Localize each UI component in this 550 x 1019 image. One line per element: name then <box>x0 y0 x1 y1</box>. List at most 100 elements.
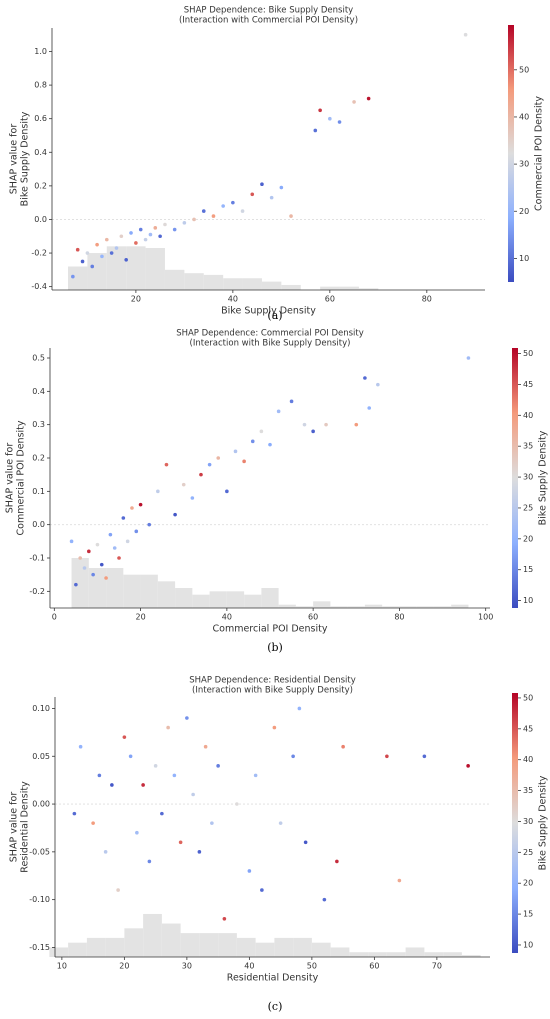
chart-title: (Interaction with Bike Supply Density) <box>190 339 351 349</box>
x-tick-label: 0 <box>52 613 57 622</box>
colorbar-label: Commercial POI Density <box>534 96 545 211</box>
point <box>110 783 114 787</box>
histogram-bar <box>86 937 106 957</box>
y-axis-label: SHAP value for <box>9 792 20 863</box>
colorbar-tick-label: 15 <box>523 565 533 574</box>
y-tick-label: 0.3 <box>32 420 45 429</box>
point <box>322 897 327 902</box>
histogram-bar <box>358 288 379 290</box>
point <box>191 792 195 797</box>
x-tick-label: 100 <box>478 613 493 622</box>
point <box>260 182 264 186</box>
x-tick-label: 40 <box>228 295 238 304</box>
colorbar-tick-label: 10 <box>519 254 529 263</box>
colorbar-tick-label: 45 <box>523 380 533 389</box>
point <box>160 811 164 816</box>
y-tick-label: 0.6 <box>34 114 47 123</box>
x-tick-label: 20 <box>131 295 141 304</box>
point <box>233 449 238 454</box>
point <box>158 234 162 239</box>
point <box>153 764 158 768</box>
histogram-bar <box>209 591 227 608</box>
x-tick-label: 40 <box>222 613 232 622</box>
point <box>72 811 77 816</box>
point <box>260 888 264 892</box>
point <box>240 209 245 213</box>
histogram-bar <box>311 942 331 957</box>
histogram-bar <box>281 284 301 290</box>
histogram-bar <box>143 913 162 957</box>
y-tick-label: -0.1 <box>29 554 45 563</box>
point <box>153 226 158 230</box>
x-tick-label: 20 <box>135 613 145 622</box>
point <box>211 214 216 218</box>
point <box>337 120 342 124</box>
histogram-bar <box>278 604 296 608</box>
point <box>192 217 196 222</box>
y-tick-label: 0.8 <box>34 81 47 90</box>
point <box>302 422 307 427</box>
point <box>130 506 134 510</box>
x-tick-label: 40 <box>244 962 254 971</box>
histogram-bar <box>461 955 481 957</box>
histogram-bar <box>244 594 262 608</box>
y-tick-label: 0.00 <box>32 800 50 809</box>
point <box>235 802 239 806</box>
point <box>69 539 74 544</box>
x-axis-label: Commercial POI Density <box>213 624 328 635</box>
point <box>297 706 302 711</box>
point <box>463 32 468 37</box>
point <box>354 422 359 427</box>
y-tick-label: 0.0 <box>32 520 45 529</box>
point <box>366 96 371 101</box>
point <box>104 576 108 580</box>
point <box>82 566 87 570</box>
x-tick-label: 30 <box>182 962 192 971</box>
histogram-bar <box>87 253 107 290</box>
y-tick-label: 0.2 <box>32 454 45 463</box>
histogram-bar <box>274 937 294 957</box>
y-axis-label: Commercial POI Density <box>16 420 27 535</box>
point <box>116 888 120 892</box>
point <box>141 783 145 787</box>
point <box>128 754 133 759</box>
point <box>328 116 332 121</box>
histogram-bar <box>261 281 282 290</box>
point <box>71 274 75 279</box>
histogram-bar <box>382 606 400 608</box>
y-tick-label: 0.10 <box>32 704 50 713</box>
y-axis-label: SHAP value for <box>5 443 16 514</box>
histogram-bar <box>192 594 210 608</box>
point <box>190 496 195 500</box>
y-tick-label: 0.4 <box>32 387 45 396</box>
histogram-bar <box>242 278 262 290</box>
histogram-bar <box>433 606 452 608</box>
histogram-bar <box>349 952 369 957</box>
point <box>269 195 274 200</box>
point <box>147 522 152 527</box>
colorbar-label: Bike Supply Density <box>538 430 549 525</box>
point <box>138 502 143 507</box>
histogram-bar <box>424 952 444 957</box>
histogram-bar <box>71 558 89 608</box>
y-axis-label: Residential Density <box>20 781 31 873</box>
point <box>242 459 246 464</box>
point <box>367 406 372 410</box>
point <box>466 356 471 360</box>
x-tick-label: 80 <box>394 613 404 622</box>
point <box>134 241 138 245</box>
chart-title: SHAP Dependence: Commercial POI Density <box>176 329 364 339</box>
point <box>203 744 208 749</box>
y-tick-label: 0.05 <box>32 752 50 761</box>
y-tick-label: 0.5 <box>32 354 45 363</box>
point <box>95 242 99 247</box>
point <box>318 108 322 113</box>
x-axis-label: Residential Density <box>227 973 319 984</box>
point <box>125 539 130 544</box>
histogram-bar <box>49 947 69 957</box>
histogram-bar <box>126 246 146 290</box>
chart-title: SHAP Dependence: Bike Supply Density <box>184 6 353 16</box>
x-tick-label: 50 <box>307 962 317 971</box>
point <box>95 542 100 547</box>
